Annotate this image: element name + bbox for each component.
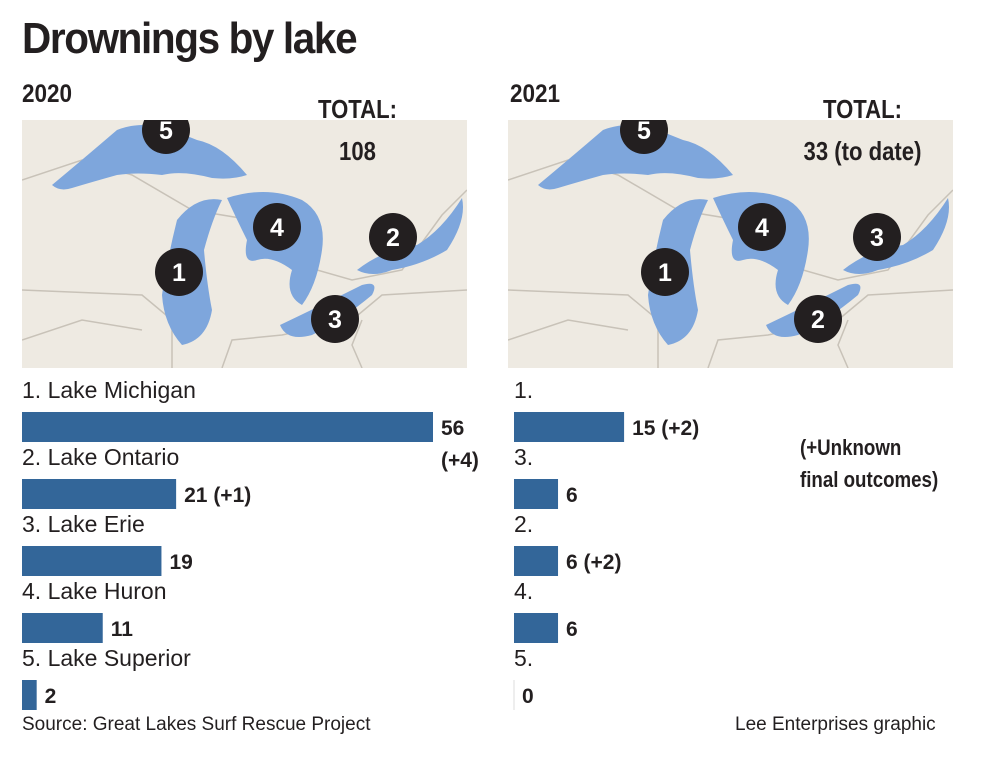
category-label: 1. Lake Michigan [22, 377, 196, 403]
bar-chart-2021: 1. 15 (+2) 3. 6 2. 6 (+2) 4. 6 5. 0 [513, 377, 699, 710]
category-label: 2. Lake Ontario [22, 444, 179, 470]
bar [514, 479, 559, 509]
great-lakes-map-2021: 5 1 4 3 2 [507, 106, 954, 369]
year-label-2020: 2020 [22, 80, 73, 108]
category-label: 2. [514, 511, 533, 537]
credit-note: Lee Enterprises graphic [735, 714, 936, 735]
source-note: Source: Great Lakes Surf Rescue Project [22, 714, 371, 735]
marker-huron-text: 4 [270, 214, 284, 242]
state-line [21, 289, 173, 368]
bar [22, 680, 37, 710]
total-label: TOTAL: [823, 94, 902, 124]
data-label: 11 [111, 618, 134, 641]
bar [514, 412, 625, 442]
lake-superior [52, 125, 247, 190]
marker-michigan: 1 [641, 248, 689, 296]
bar-chart-2020: 1. Lake Michigan 56 (+4) 2. Lake Ontario21 … [22, 377, 479, 710]
bar [22, 613, 103, 643]
lake-superior [538, 125, 733, 190]
category-label: 1. [514, 377, 533, 403]
category-label: 4. Lake Huron [22, 578, 166, 604]
total-2021: TOTAL: 33 (to date) [797, 88, 929, 172]
note-line-2: final outcomes) [800, 467, 939, 492]
state-line [21, 319, 143, 341]
total-value: 108 [339, 136, 376, 166]
bar [22, 546, 162, 576]
marker-ontario-text: 2 [386, 224, 400, 252]
category-label: 5. [514, 645, 533, 671]
marker-michigan: 1 [155, 248, 203, 296]
state-line [351, 319, 363, 369]
marker-michigan-text: 1 [658, 259, 672, 287]
data-label: 6 [566, 484, 578, 507]
marker-huron: 4 [253, 203, 301, 251]
chart-title: Drownings by lake [22, 14, 358, 63]
data-label: 6 [566, 618, 578, 641]
marker-superior-text: 5 [637, 120, 651, 145]
state-line [507, 289, 659, 368]
state-line [837, 319, 849, 369]
data-label: 21 (+1) [184, 484, 251, 507]
category-label: 3. Lake Erie [22, 511, 145, 537]
map-2020: 5 1 4 2 3 [21, 106, 468, 369]
data-label: 15 (+2) [632, 417, 699, 440]
marker-erie-text: 2 [811, 306, 825, 334]
state-line [507, 319, 629, 341]
bar [22, 412, 433, 442]
bar [514, 613, 559, 643]
marker-superior-text: 5 [159, 120, 173, 145]
unknown-outcomes-note: (+Unknown final outcomes) [800, 432, 938, 496]
data-label: 56 [441, 417, 464, 440]
marker-huron: 4 [738, 203, 786, 251]
marker-michigan-text: 1 [172, 259, 186, 287]
marker-huron-text: 4 [755, 214, 769, 242]
marker-erie: 2 [794, 295, 842, 343]
year-label-2021: 2021 [510, 80, 561, 108]
category-label: 4. [514, 578, 533, 604]
data-label: 19 [169, 551, 192, 574]
note-line-1: (+Unknown [800, 435, 902, 460]
data-label: 0 [522, 685, 534, 708]
bar [22, 479, 177, 509]
data-label-extra: (+4) [441, 449, 479, 472]
data-label: 6 (+2) [566, 551, 621, 574]
category-label: 5. Lake Superior [22, 645, 191, 671]
data-label: 2 [45, 685, 57, 708]
marker-ontario: 2 [369, 213, 417, 261]
marker-erie-text: 3 [328, 306, 342, 334]
marker-ontario: 3 [853, 213, 901, 261]
map-2021: 5 1 4 3 2 [507, 106, 954, 369]
total-label: TOTAL: [318, 94, 397, 124]
marker-ontario-text: 3 [870, 224, 884, 252]
total-2020: TOTAL: 108 [300, 88, 415, 172]
great-lakes-map-2020: 5 1 4 2 3 [21, 106, 468, 369]
bar [514, 546, 559, 576]
marker-erie: 3 [311, 295, 359, 343]
category-label: 3. [514, 444, 533, 470]
total-value: 33 (to date) [803, 136, 922, 166]
